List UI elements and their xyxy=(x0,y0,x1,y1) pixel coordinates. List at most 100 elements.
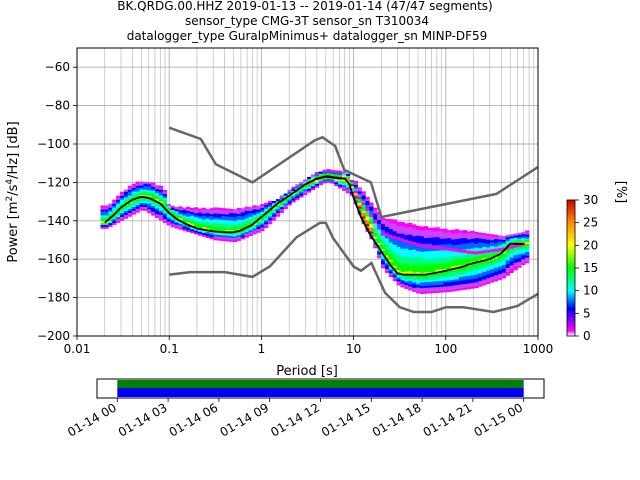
histogram-cell xyxy=(264,216,269,219)
histogram-cell xyxy=(260,221,265,224)
histogram-cell xyxy=(357,187,362,190)
histogram-cell xyxy=(400,223,405,227)
histogram-cell xyxy=(451,254,456,257)
histogram-cell xyxy=(419,272,425,275)
histogram-cell xyxy=(240,235,245,238)
histogram-cell xyxy=(455,279,460,282)
histogram-cell xyxy=(497,271,503,275)
histogram-cell xyxy=(478,236,483,239)
histogram-cell xyxy=(303,185,308,188)
histogram-cell xyxy=(303,190,308,194)
histogram-cell xyxy=(299,193,304,196)
histogram-cell xyxy=(466,275,471,278)
histogram-cell xyxy=(112,214,117,218)
histogram-cell xyxy=(482,258,487,261)
histogram-cell xyxy=(494,273,499,276)
histogram-cell xyxy=(260,203,265,207)
histogram-cell xyxy=(482,275,487,278)
histogram-cell xyxy=(423,285,429,288)
histogram-cell xyxy=(494,246,499,249)
histogram-cell xyxy=(314,173,319,177)
histogram-cell xyxy=(116,201,121,204)
histogram-cell xyxy=(330,181,335,184)
histogram-cell xyxy=(451,285,456,288)
histogram-cell xyxy=(443,276,448,279)
histogram-cell xyxy=(155,213,160,217)
histogram-cell xyxy=(213,216,218,220)
histogram-cell xyxy=(427,258,432,261)
histogram-cell xyxy=(439,278,444,282)
histogram-cell xyxy=(155,187,160,190)
histogram-cell xyxy=(104,211,109,214)
histogram-cell xyxy=(135,187,140,190)
histogram-cell xyxy=(443,286,448,289)
histogram-cell xyxy=(388,232,394,235)
histogram-cell xyxy=(197,231,203,234)
histogram-cell xyxy=(104,224,109,227)
histogram-cell xyxy=(155,188,160,192)
histogram-cell xyxy=(419,266,425,269)
histogram-cell xyxy=(373,217,378,220)
histogram-cell xyxy=(139,204,144,207)
histogram-cell xyxy=(455,269,460,272)
histogram-cell xyxy=(427,275,432,279)
histogram-cell xyxy=(384,253,390,256)
histogram-cell xyxy=(248,233,253,237)
histogram-cell xyxy=(232,211,238,214)
x-tick-label: 1000 xyxy=(523,342,554,356)
histogram-cell xyxy=(342,173,347,176)
histogram-cell xyxy=(455,240,460,243)
histogram-cell xyxy=(447,266,452,269)
histogram-cell xyxy=(221,233,226,236)
histogram-cell xyxy=(501,241,506,244)
histogram-cell xyxy=(345,177,351,180)
histogram-cell xyxy=(466,262,471,265)
histogram-cell xyxy=(240,233,245,236)
histogram-cell xyxy=(392,238,397,241)
histogram-cell xyxy=(447,272,452,275)
histogram-cell xyxy=(396,240,401,244)
histogram-cell xyxy=(439,259,444,262)
histogram-cell xyxy=(416,243,421,247)
histogram-cell xyxy=(490,255,495,258)
histogram-cell xyxy=(501,243,506,246)
histogram-cell xyxy=(404,265,409,268)
timeline-tick-label: 01-14 00 xyxy=(65,400,119,439)
histogram-cell xyxy=(466,237,471,240)
histogram-cell xyxy=(423,272,429,275)
histogram-cell xyxy=(217,213,222,216)
histogram-cell xyxy=(271,214,277,217)
histogram-cell xyxy=(388,242,394,245)
histogram-cell xyxy=(455,271,460,274)
histogram-cell xyxy=(462,250,468,254)
histogram-cell xyxy=(326,178,331,181)
histogram-cell xyxy=(342,180,347,184)
colorbar-tick-label: 0 xyxy=(583,329,591,343)
histogram-cell xyxy=(470,282,475,285)
histogram-cell xyxy=(287,199,292,202)
histogram-cell xyxy=(244,227,249,230)
histogram-cell xyxy=(494,255,499,259)
histogram-cell xyxy=(412,257,417,260)
histogram-cell xyxy=(392,263,397,266)
histogram-cell xyxy=(123,201,129,204)
histogram-cell xyxy=(373,211,378,214)
histogram-cell xyxy=(521,232,526,235)
histogram-cell xyxy=(229,235,234,238)
histogram-cell xyxy=(158,218,164,221)
histogram-cell xyxy=(388,247,394,251)
histogram-cell xyxy=(131,189,136,192)
histogram-cell xyxy=(357,189,362,192)
histogram-cell xyxy=(408,228,413,231)
histogram-cell xyxy=(365,200,370,204)
histogram-cell xyxy=(439,250,444,253)
histogram-cell xyxy=(318,171,323,174)
histogram-cell xyxy=(381,229,386,232)
histogram-cell xyxy=(139,206,144,209)
histogram-cell xyxy=(427,252,432,255)
histogram-cell xyxy=(225,212,230,215)
histogram-cell xyxy=(466,260,471,263)
histogram-cell xyxy=(123,197,129,200)
histogram-cell xyxy=(381,239,386,242)
